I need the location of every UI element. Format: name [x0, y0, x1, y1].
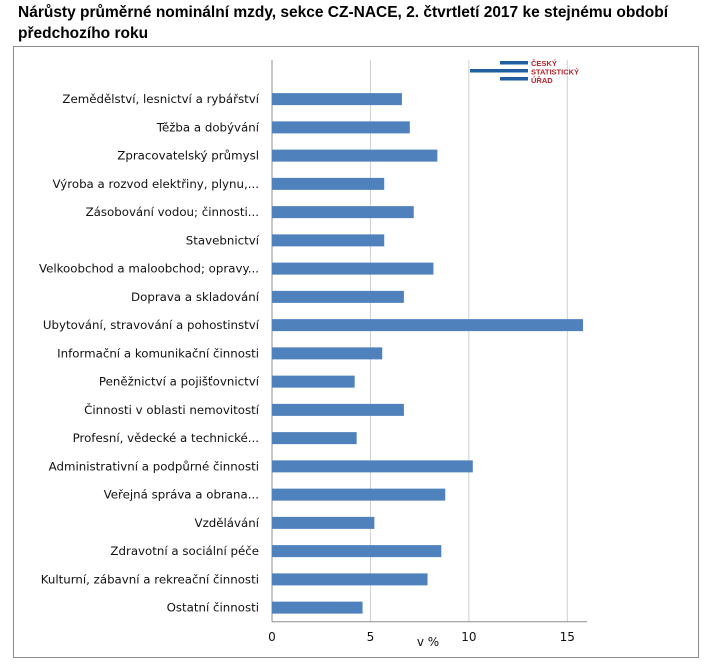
category-label: Zemědělství, lesnictví a rybářství — [62, 92, 259, 106]
x-axis-label: v % — [417, 635, 439, 649]
bar — [272, 319, 584, 332]
category-label: Zpracovatelský průmysl — [117, 149, 259, 163]
bar — [272, 206, 414, 219]
category-label: Stavebnictví — [186, 233, 260, 247]
bar — [272, 403, 404, 416]
bars — [272, 93, 584, 614]
x-tick-label: 15 — [560, 630, 575, 644]
bar — [272, 488, 446, 501]
logo-line-1: ČESKÝ — [531, 59, 557, 68]
category-label: Profesní, vědecké a technické... — [73, 431, 259, 445]
category-label: Doprava a skladování — [131, 290, 260, 304]
bar — [272, 375, 355, 388]
bar — [272, 601, 363, 614]
logo-bar-1 — [500, 61, 528, 65]
bar — [272, 177, 385, 190]
category-label: Zdravotní a sociální péče — [110, 544, 259, 558]
bar — [272, 121, 410, 134]
category-label: Ubytování, stravování a pohostinství — [43, 318, 260, 332]
category-label: Administrativní a podpůrné činnosti — [49, 459, 259, 473]
logo-bar-2 — [470, 69, 528, 73]
bar — [272, 516, 375, 529]
category-label: Veřejná správa a obrana... — [104, 488, 259, 502]
x-axis-ticks: 0 5 10 15 — [268, 630, 575, 644]
x-tick-label: 10 — [461, 630, 476, 644]
bar — [272, 149, 438, 162]
category-label: Zásobování vodou; činnosti... — [86, 205, 259, 219]
logo-bar-3 — [500, 77, 528, 81]
category-label: Ostatní činnosti — [167, 601, 259, 615]
category-label: Těžba a dobývání — [156, 120, 260, 134]
category-label: Činnosti v oblasti nemovitostí — [84, 402, 260, 417]
bar — [272, 234, 385, 247]
category-labels: Zemědělství, lesnictví a rybářství Těžba … — [39, 92, 260, 615]
category-label: Velkoobchod a maloobchod; opravy... — [39, 262, 259, 276]
bar — [272, 432, 357, 445]
gridlines — [271, 60, 568, 622]
bar — [272, 460, 473, 473]
category-label: Peněžnictví a pojišťovnictví — [99, 375, 260, 389]
chart-frame — [13, 46, 699, 658]
category-label: Informační a komunikační činnosti — [57, 346, 259, 360]
bar — [272, 262, 434, 275]
csu-logo: ČESKÝ STATISTICKÝ ÚŘAD — [470, 59, 579, 85]
bar — [272, 545, 442, 558]
bar — [272, 573, 428, 586]
bar — [272, 290, 404, 303]
category-label: Výroba a rozvod elektřiny, plynu,... — [53, 177, 259, 191]
category-label: Vzdělávání — [195, 516, 260, 530]
x-tick-label: 5 — [367, 630, 375, 644]
logo-line-2: STATISTICKÝ — [531, 68, 579, 77]
bar — [272, 347, 383, 360]
logo-line-3: ÚŘAD — [531, 76, 553, 85]
bar — [272, 93, 402, 106]
x-tick-label: 0 — [268, 630, 276, 644]
chart-title: Nárůsty průměrné nominální mzdy, sekce C… — [18, 4, 669, 42]
category-label: Kulturní, zábavní a rekreační činnosti — [41, 572, 259, 586]
